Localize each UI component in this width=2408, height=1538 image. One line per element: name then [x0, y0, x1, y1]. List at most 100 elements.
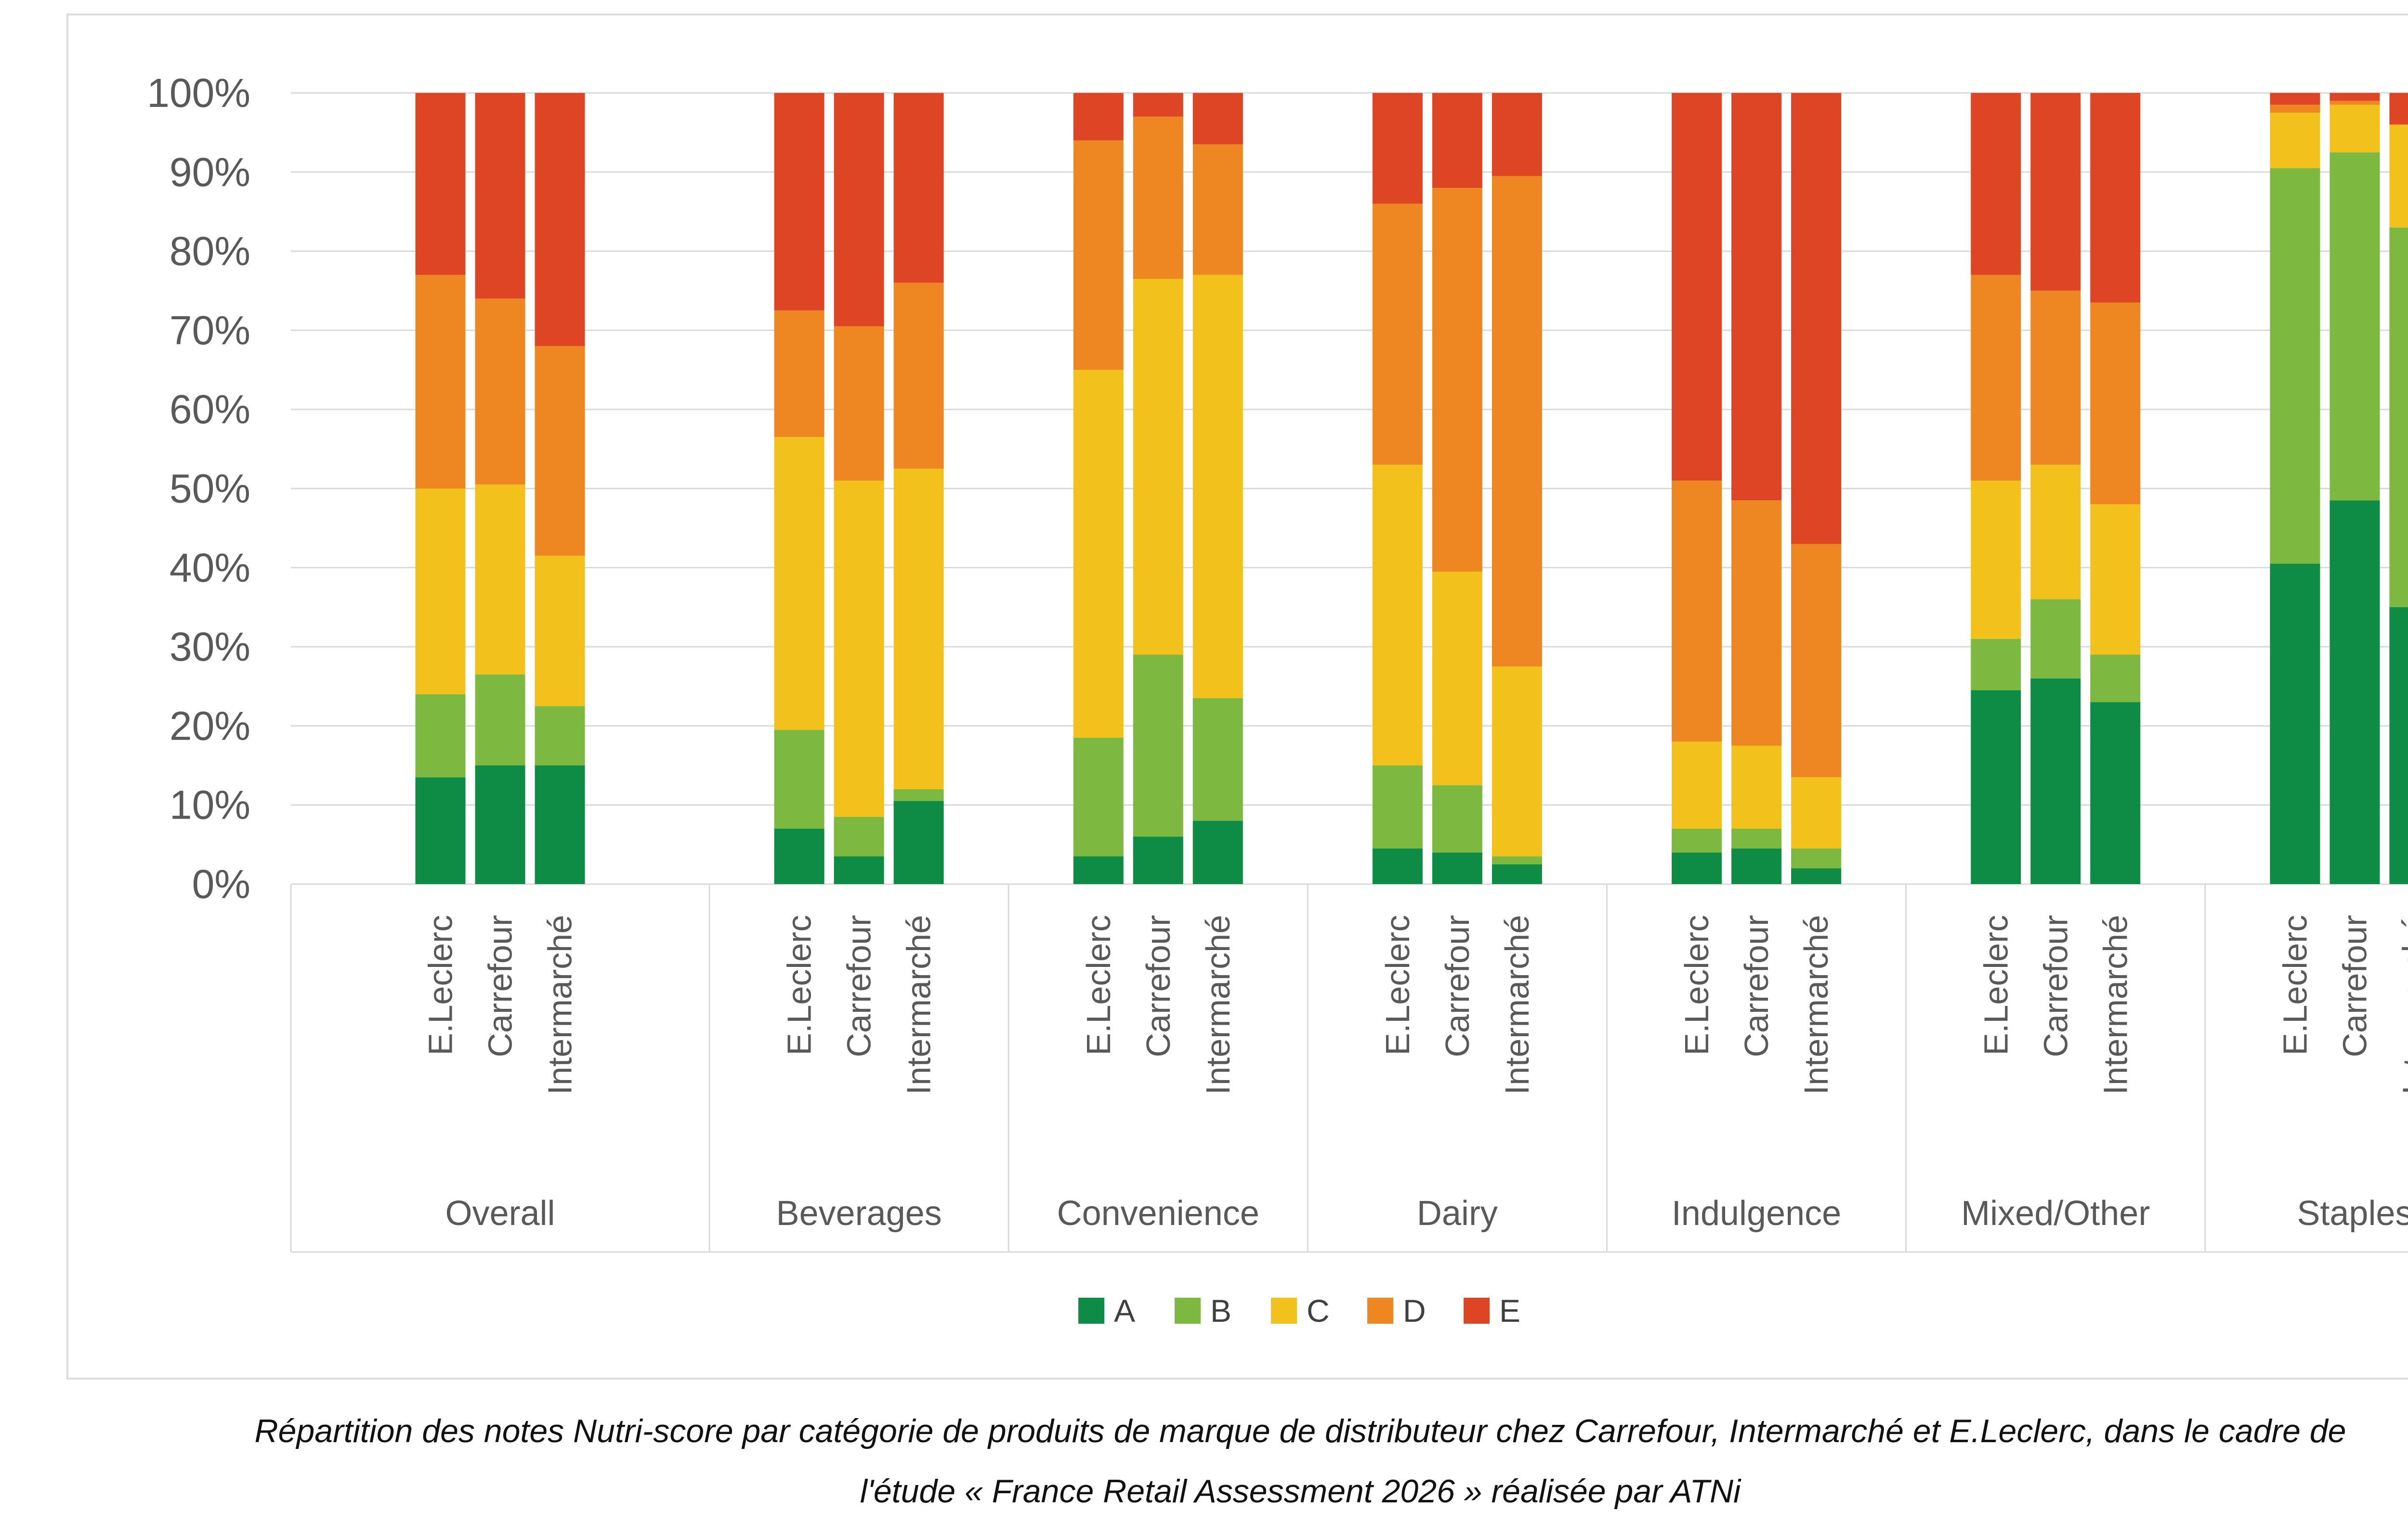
bar-label-rotated: E.Leclerc	[1379, 915, 1416, 1056]
bar-segment	[1133, 279, 1183, 655]
category-label: Overall	[445, 1194, 555, 1233]
bar-segment	[2030, 465, 2081, 600]
bar-segment	[1192, 698, 1243, 821]
bar-segment	[1372, 204, 1423, 465]
bar-segment	[2329, 93, 2380, 101]
y-axis-tick-label: 80%	[170, 229, 250, 274]
bar-segment	[535, 706, 585, 766]
bar-segment	[1672, 742, 1722, 829]
legend-label: C	[1307, 1293, 1330, 1329]
category-label: Dairy	[1417, 1194, 1498, 1233]
bar-segment	[415, 777, 466, 884]
legend-swatch	[1271, 1298, 1297, 1324]
bar-label-rotated: Intermarché	[900, 915, 938, 1095]
bar-segment	[893, 283, 944, 469]
bar-segment	[415, 274, 466, 489]
bar-segment	[1791, 93, 1842, 544]
bar-segment	[475, 765, 525, 884]
bar-segment	[2030, 678, 2081, 884]
bar-segment	[1791, 848, 1842, 869]
bar-label-rotated: Intermarché	[1199, 915, 1237, 1095]
bar-segment	[1791, 777, 1842, 849]
bar-segment	[475, 674, 525, 766]
bar-segment	[1133, 836, 1183, 884]
legend-item: A	[1078, 1293, 1135, 1329]
legend-item: D	[1367, 1293, 1426, 1329]
bar-segment	[774, 437, 824, 730]
y-axis-tick-label: 20%	[170, 703, 250, 748]
bar-segment	[535, 765, 585, 884]
bar-label-rotated: Intermarché	[2096, 915, 2134, 1095]
bar-segment	[2090, 654, 2141, 703]
bar-segment	[774, 730, 824, 829]
bar-segment	[1073, 93, 1124, 141]
bar-segment	[893, 789, 944, 801]
bar-label-rotated: E.Leclerc	[422, 915, 459, 1056]
bar-segment	[1971, 690, 2021, 884]
bar-segment	[1133, 654, 1183, 837]
bar-segment	[1731, 500, 1782, 746]
bar-segment	[475, 484, 525, 675]
bar-segment	[1492, 176, 1542, 667]
bar-segment	[2389, 227, 2408, 607]
bar-segment	[1971, 274, 2021, 481]
bar-segment	[1372, 93, 1423, 204]
bar-segment	[1731, 828, 1782, 849]
bar-segment	[2090, 504, 2141, 655]
bar-segment	[1731, 848, 1782, 884]
bar-segment	[1372, 465, 1423, 766]
bar-segment	[1073, 140, 1124, 370]
bar-segment	[1192, 821, 1243, 884]
bar-segment	[774, 828, 824, 884]
bar-segment	[1791, 544, 1842, 778]
bar-segment	[1971, 93, 2021, 275]
bar-segment	[1672, 852, 1722, 884]
legend-label: D	[1403, 1293, 1426, 1329]
bar-segment	[834, 481, 884, 817]
bar-segment	[1372, 765, 1423, 849]
bar-segment	[1731, 745, 1782, 829]
bar-segment	[1192, 93, 1243, 144]
bar-segment	[2090, 702, 2141, 884]
bar-segment	[2030, 93, 2081, 291]
legend-item: E	[1464, 1293, 1520, 1329]
caption-line-2: l'étude « France Retail Assessment 2026 …	[860, 1473, 1741, 1510]
legend-label: B	[1210, 1293, 1231, 1329]
bar-segment	[834, 326, 884, 481]
bar-label-rotated: Carrefour	[1738, 915, 1775, 1057]
bar-label-rotated: Intermarché	[541, 915, 579, 1095]
legend-swatch	[1078, 1298, 1104, 1324]
y-axis-tick-label: 30%	[170, 624, 250, 669]
bar-segment	[2270, 104, 2320, 113]
bar-segment	[1073, 370, 1124, 738]
category-label: Indulgence	[1672, 1194, 1841, 1233]
bar-segment	[1672, 828, 1722, 853]
bar-segment	[2329, 500, 2380, 884]
y-axis-tick-label: 50%	[170, 466, 250, 511]
bar-segment	[2329, 104, 2380, 153]
bar-segment	[834, 856, 884, 884]
bar-segment	[1432, 572, 1482, 785]
bar-label-rotated: Carrefour	[1139, 915, 1177, 1057]
bar-segment	[2389, 124, 2408, 228]
bar-segment	[893, 469, 944, 789]
bar-segment	[2270, 168, 2320, 564]
bar-label-rotated: Carrefour	[840, 915, 878, 1057]
category-label: Staples	[2297, 1194, 2408, 1233]
bar-segment	[774, 310, 824, 437]
bar-segment	[2329, 152, 2380, 501]
bar-segment	[2030, 599, 2081, 678]
legend-item: C	[1271, 1293, 1330, 1329]
bar-segment	[1073, 856, 1124, 884]
bar-segment	[1133, 117, 1183, 279]
bar-segment	[1133, 93, 1183, 117]
legend-item: B	[1175, 1293, 1231, 1329]
caption-line-1: Répartition des notes Nutri-score par ca…	[255, 1413, 2346, 1449]
legend-swatch	[1367, 1298, 1393, 1324]
bar-segment	[1492, 666, 1542, 857]
bar-segment	[893, 801, 944, 884]
bar-segment	[2389, 607, 2408, 884]
bar-segment	[834, 93, 884, 326]
bar-segment	[834, 817, 884, 857]
category-label: Beverages	[776, 1194, 942, 1233]
